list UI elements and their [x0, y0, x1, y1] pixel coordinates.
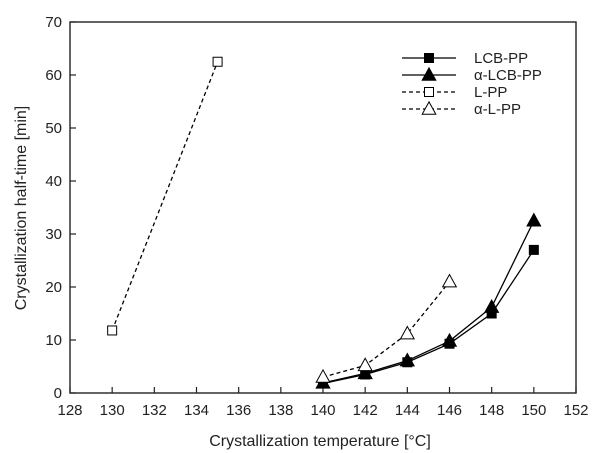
- x-tick-label: 132: [142, 402, 167, 419]
- legend-marker: [421, 66, 437, 81]
- legend-label: α-LCB-PP: [474, 67, 542, 84]
- legend-marker: [424, 53, 434, 63]
- legend-marker: [424, 87, 434, 97]
- data-point: [357, 365, 373, 380]
- y-tick-label: 10: [45, 332, 62, 349]
- data-point: [528, 244, 539, 255]
- data-point: [483, 298, 500, 313]
- x-tick-label: 142: [353, 402, 378, 419]
- x-tick-label: 148: [479, 402, 504, 419]
- x-tick-label: 134: [184, 402, 209, 419]
- x-tick-label: 136: [226, 402, 251, 419]
- data-point: [212, 56, 223, 67]
- x-tick-label: 146: [437, 402, 462, 419]
- legend-marker: [421, 100, 437, 115]
- series-line-0: [322, 249, 535, 385]
- x-tick-label: 138: [268, 402, 293, 419]
- y-tick-label: 60: [45, 67, 62, 84]
- x-tick-label: 140: [310, 402, 335, 419]
- data-point: [315, 368, 331, 383]
- y-axis-label: Crystallization half-time [min]: [13, 106, 30, 311]
- y-tick-label: 40: [45, 173, 62, 190]
- y-tick-label: 30: [45, 226, 62, 243]
- legend-label: L-PP: [474, 84, 507, 101]
- y-tick-label: 20: [45, 279, 62, 296]
- data-point: [526, 212, 542, 227]
- y-tick-label: 50: [45, 120, 62, 137]
- y-tick-label: 70: [45, 14, 62, 31]
- data-point: [441, 332, 458, 347]
- legend-label: LCB-PP: [474, 50, 528, 67]
- x-tick-label: 128: [57, 402, 82, 419]
- data-point: [357, 357, 373, 372]
- series-line-2: [111, 61, 219, 331]
- x-tick-label: 150: [521, 402, 546, 419]
- x-tick-label: 152: [563, 402, 588, 419]
- data-point: [399, 325, 416, 340]
- x-tick-label: 130: [100, 402, 125, 419]
- data-point: [399, 352, 416, 367]
- series-line-1: [322, 220, 535, 384]
- y-tick-label: 0: [54, 385, 62, 402]
- x-tick-label: 144: [395, 402, 420, 419]
- x-axis-label: Crystallization temperature [°C]: [209, 433, 431, 450]
- data-point: [107, 325, 118, 336]
- legend-label: α-L-PP: [474, 101, 521, 118]
- plot-area: 128 130 132 134 136 138 140 142 144 146 148 150 152 0…: [45, 14, 588, 419]
- data-point: [441, 273, 458, 288]
- series-line-3: [322, 281, 451, 378]
